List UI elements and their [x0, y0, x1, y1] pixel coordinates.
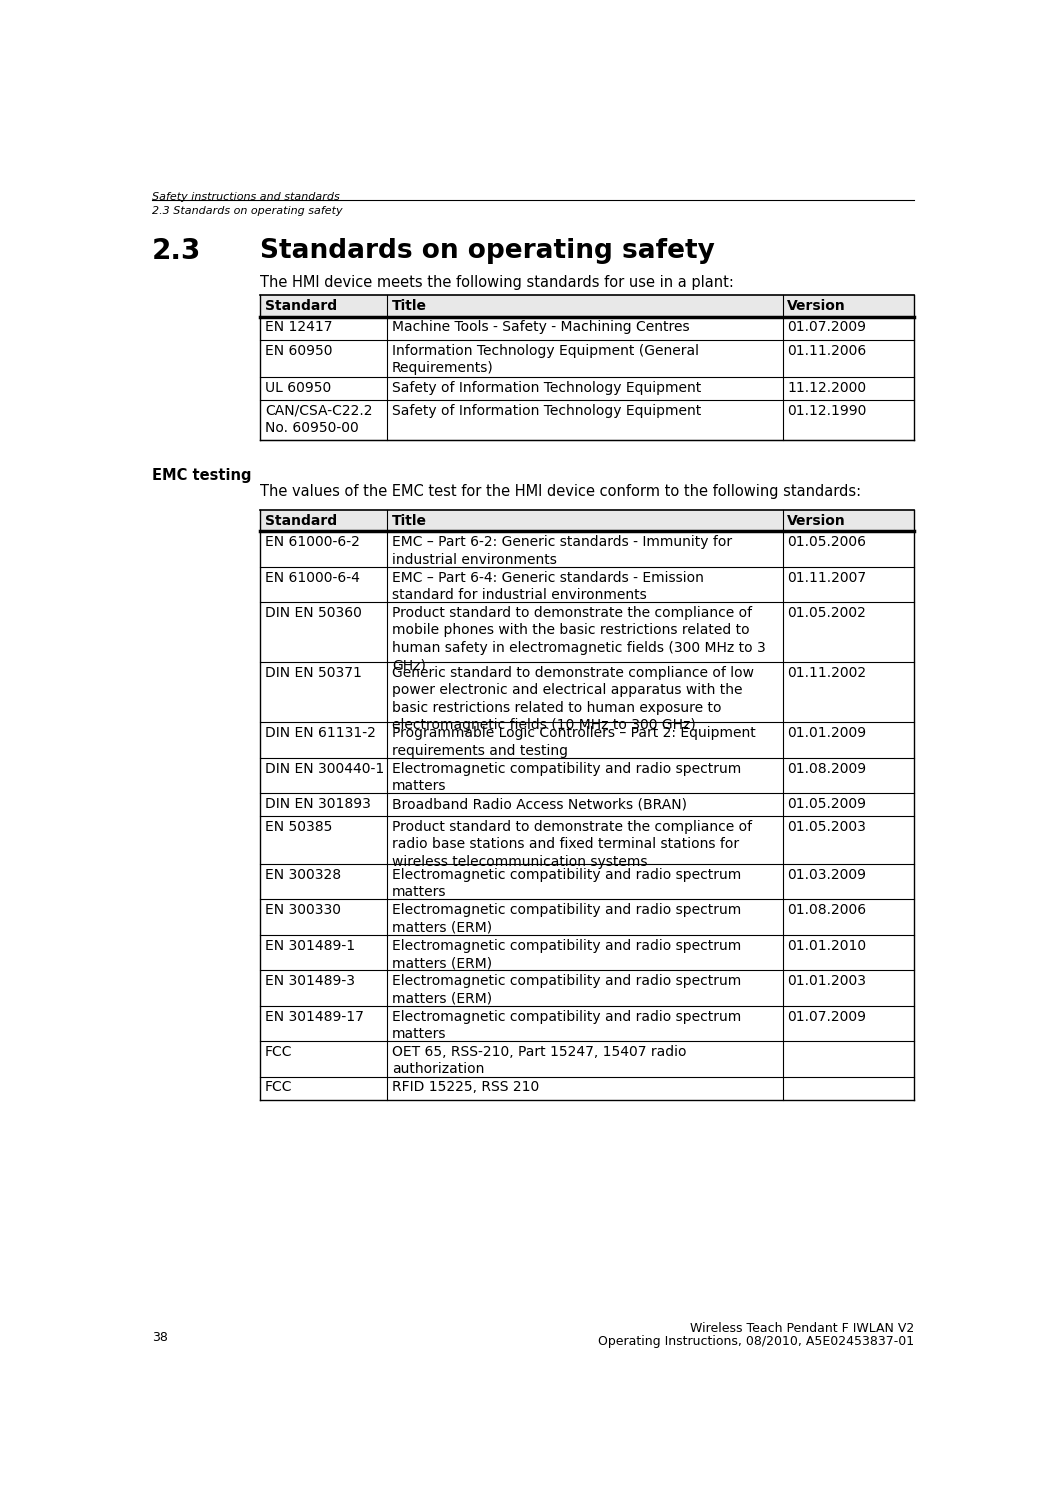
Text: 2.3: 2.3	[152, 237, 201, 264]
Text: Version: Version	[787, 299, 846, 312]
Text: 01.11.2006: 01.11.2006	[787, 344, 866, 358]
Text: Broadband Radio Access Networks (BRAN): Broadband Radio Access Networks (BRAN)	[392, 797, 687, 810]
Text: Standard: Standard	[265, 513, 337, 528]
Text: Machine Tools - Safety - Machining Centres: Machine Tools - Safety - Machining Centr…	[392, 320, 690, 335]
Text: 01.08.2009: 01.08.2009	[787, 762, 866, 776]
Text: 01.01.2009: 01.01.2009	[787, 726, 866, 741]
Text: DIN EN 301893: DIN EN 301893	[265, 797, 370, 810]
Text: Electromagnetic compatibility and radio spectrum
matters (ERM): Electromagnetic compatibility and radio …	[392, 975, 742, 1005]
Bar	[260, 510, 387, 531]
Text: 2.3 Standards on operating safety: 2.3 Standards on operating safety	[152, 205, 342, 216]
Text: RFID 15225, RSS 210: RFID 15225, RSS 210	[392, 1080, 539, 1094]
Text: EN 300330: EN 300330	[265, 904, 341, 917]
Text: EN 301489-17: EN 301489-17	[265, 1010, 364, 1023]
Text: OET 65, RSS-210, Part 15247, 15407 radio
authorization: OET 65, RSS-210, Part 15247, 15407 radio…	[392, 1046, 686, 1076]
Text: Safety instructions and standards: Safety instructions and standards	[152, 192, 339, 202]
Text: 01.03.2009: 01.03.2009	[787, 868, 866, 881]
Text: EN 300328: EN 300328	[265, 868, 341, 881]
Text: 01.05.2002: 01.05.2002	[787, 607, 866, 620]
Text: 01.07.2009: 01.07.2009	[787, 320, 866, 335]
Text: Title: Title	[392, 299, 427, 312]
Text: Product standard to demonstrate the compliance of
mobile phones with the basic r: Product standard to demonstrate the comp…	[392, 607, 765, 672]
Bar	[782, 510, 914, 531]
Bar	[260, 296, 387, 317]
Text: 01.08.2006: 01.08.2006	[787, 904, 866, 917]
Text: FCC: FCC	[265, 1046, 292, 1059]
Text: EMC – Part 6-4: Generic standards - Emission
standard for industrial environment: EMC – Part 6-4: Generic standards - Emis…	[392, 570, 704, 602]
Bar	[782, 296, 914, 317]
Text: Standards on operating safety: Standards on operating safety	[260, 238, 716, 264]
Text: Title: Title	[392, 513, 427, 528]
Text: EN 301489-1: EN 301489-1	[265, 939, 355, 952]
Text: 01.12.1990: 01.12.1990	[787, 403, 866, 418]
Text: The values of the EMC test for the HMI device conform to the following standards: The values of the EMC test for the HMI d…	[260, 484, 861, 498]
Text: CAN/CSA-C22.2
No. 60950-00: CAN/CSA-C22.2 No. 60950-00	[265, 403, 372, 435]
Text: Generic standard to demonstrate compliance of low
power electronic and electrica: Generic standard to demonstrate complian…	[392, 665, 754, 732]
Text: Standard: Standard	[265, 299, 337, 312]
Text: 01.01.2010: 01.01.2010	[787, 939, 866, 952]
Bar	[387, 510, 782, 531]
Text: Electromagnetic compatibility and radio spectrum
matters (ERM): Electromagnetic compatibility and radio …	[392, 904, 742, 934]
Text: 01.01.2003: 01.01.2003	[787, 975, 866, 988]
Text: 01.05.2006: 01.05.2006	[787, 536, 866, 549]
Text: 38: 38	[152, 1331, 167, 1345]
Text: DIN EN 300440-1: DIN EN 300440-1	[265, 762, 384, 776]
Text: 01.11.2007: 01.11.2007	[787, 570, 866, 584]
Text: Safety of Information Technology Equipment: Safety of Information Technology Equipme…	[392, 403, 701, 418]
Text: Electromagnetic compatibility and radio spectrum
matters: Electromagnetic compatibility and radio …	[392, 762, 742, 792]
Text: Product standard to demonstrate the compliance of
radio base stations and fixed : Product standard to demonstrate the comp…	[392, 821, 752, 869]
Text: EN 61000-6-2: EN 61000-6-2	[265, 536, 360, 549]
Text: EN 12417: EN 12417	[265, 320, 333, 335]
Text: 01.11.2002: 01.11.2002	[787, 665, 866, 681]
Text: DIN EN 50360: DIN EN 50360	[265, 607, 362, 620]
Text: EMC – Part 6-2: Generic standards - Immunity for
industrial environments: EMC – Part 6-2: Generic standards - Immu…	[392, 536, 732, 566]
Text: DIN EN 50371: DIN EN 50371	[265, 665, 362, 681]
Text: UL 60950: UL 60950	[265, 380, 331, 394]
Text: Electromagnetic compatibility and radio spectrum
matters: Electromagnetic compatibility and radio …	[392, 1010, 742, 1041]
Text: EN 61000-6-4: EN 61000-6-4	[265, 570, 360, 584]
Text: DIN EN 61131-2: DIN EN 61131-2	[265, 726, 375, 741]
Text: The HMI device meets the following standards for use in a plant:: The HMI device meets the following stand…	[260, 275, 734, 290]
Text: Electromagnetic compatibility and radio spectrum
matters (ERM): Electromagnetic compatibility and radio …	[392, 939, 742, 970]
Bar	[387, 296, 782, 317]
Text: Electromagnetic compatibility and radio spectrum
matters: Electromagnetic compatibility and radio …	[392, 868, 742, 899]
Text: 11.12.2000: 11.12.2000	[787, 380, 866, 394]
Text: FCC: FCC	[265, 1080, 292, 1094]
Text: Operating Instructions, 08/2010, A5E02453837-01: Operating Instructions, 08/2010, A5E0245…	[598, 1334, 914, 1348]
Text: EMC testing: EMC testing	[152, 468, 252, 483]
Text: EN 50385: EN 50385	[265, 821, 332, 834]
Text: Safety of Information Technology Equipment: Safety of Information Technology Equipme…	[392, 380, 701, 394]
Text: EN 301489-3: EN 301489-3	[265, 975, 355, 988]
Text: Version: Version	[787, 513, 846, 528]
Text: Wireless Teach Pendant F IWLAN V2: Wireless Teach Pendant F IWLAN V2	[691, 1322, 914, 1335]
Text: Information Technology Equipment (General
Requirements): Information Technology Equipment (Genera…	[392, 344, 699, 374]
Text: 01.05.2009: 01.05.2009	[787, 797, 866, 810]
Text: 01.07.2009: 01.07.2009	[787, 1010, 866, 1023]
Text: 01.05.2003: 01.05.2003	[787, 821, 866, 834]
Text: Programmable Logic Controllers – Part 2: Equipment
requirements and testing: Programmable Logic Controllers – Part 2:…	[392, 726, 756, 758]
Text: EN 60950: EN 60950	[265, 344, 333, 358]
